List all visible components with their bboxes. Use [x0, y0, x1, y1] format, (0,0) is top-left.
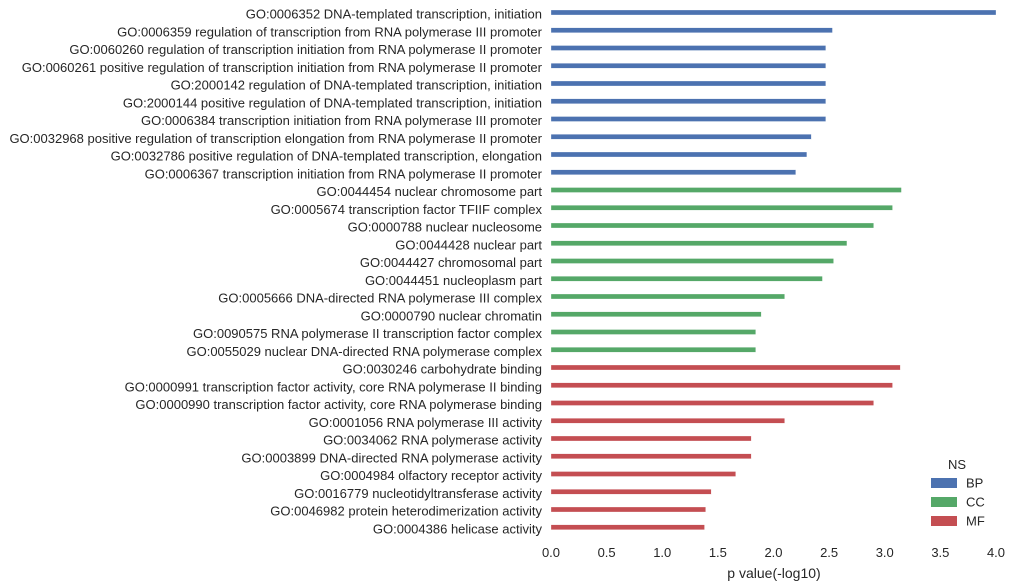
- category-label: GO:0006359 regulation of transcription f…: [117, 24, 543, 39]
- bar-bp: [550, 169, 796, 175]
- category-label: GO:0032968 positive regulation of transc…: [9, 131, 542, 146]
- bar-bp: [550, 116, 826, 122]
- category-label: GO:0032786 positive regulation of DNA-te…: [111, 149, 542, 164]
- category-label: GO:2000142 regulation of DNA-templated t…: [171, 78, 542, 93]
- x-tick-label: 3.0: [876, 545, 894, 560]
- bar-cc: [550, 347, 756, 353]
- category-label: GO:0044427 chromosomal part: [360, 255, 542, 270]
- category-label: GO:0006352 DNA-templated transcription, …: [246, 7, 542, 22]
- bar-bp: [550, 27, 833, 33]
- bar-mf: [550, 524, 705, 530]
- category-label: GO:0003899 DNA-directed RNA polymerase a…: [241, 450, 542, 465]
- category-label: GO:0044428 nuclear part: [395, 237, 542, 252]
- bar-cc: [550, 205, 893, 211]
- bar-cc: [550, 276, 823, 282]
- legend: NS BP CC MF: [931, 457, 985, 529]
- category-label: GO:0030246 carbohydrate binding: [343, 362, 542, 377]
- category-label: GO:0060261 positive regulation of transc…: [22, 60, 543, 75]
- category-label: GO:0046982 protein heterodimerization ac…: [270, 504, 542, 519]
- x-tick-label: 3.5: [931, 545, 949, 560]
- category-label: GO:0000788 nuclear nucleosome: [348, 220, 542, 235]
- category-label: GO:0000790 nuclear chromatin: [361, 308, 542, 323]
- x-axis-ticks: 0.0 0.5 1.0 1.5 2.0 2.5 3.0 3.5 4.0: [542, 545, 1005, 560]
- legend-label-bp: BP: [966, 476, 983, 491]
- category-label: GO:0060260 regulation of transcription i…: [69, 42, 542, 57]
- category-label: GO:0044451 nucleoplasm part: [365, 273, 542, 288]
- bar-mf: [550, 453, 752, 459]
- legend-title: NS: [948, 457, 966, 472]
- category-label: GO:0006367 transcription initiation from…: [145, 166, 543, 181]
- bar-cc: [550, 187, 902, 193]
- category-label: GO:0016779 nucleotidyltransferase activi…: [294, 486, 542, 501]
- bar-mf: [550, 382, 893, 388]
- bar-mf: [550, 471, 736, 477]
- x-tick-label: 0.5: [598, 545, 616, 560]
- category-label: GO:0004386 helicase activity: [373, 521, 543, 536]
- bar-cc: [550, 311, 762, 317]
- bar-cc: [550, 222, 874, 229]
- bar-mf: [550, 489, 712, 495]
- bar-bp: [550, 134, 812, 140]
- bars-group: [550, 9, 997, 530]
- category-label: GO:0044454 nuclear chromosome part: [317, 184, 543, 199]
- x-tick-label: 1.5: [709, 545, 727, 560]
- category-label: GO:0000991 transcription factor activity…: [125, 379, 542, 394]
- category-label: GO:0000990 transcription factor activity…: [135, 397, 542, 412]
- bar-cc: [550, 293, 785, 300]
- bar-bp: [550, 9, 997, 16]
- x-tick-label: 1.0: [653, 545, 671, 560]
- bar-cc: [550, 329, 756, 335]
- x-tick-label: 4.0: [987, 545, 1005, 560]
- legend-label-mf: MF: [966, 514, 985, 529]
- x-tick-label: 2.0: [764, 545, 782, 560]
- bar-cc: [550, 240, 848, 246]
- bar-mf: [550, 435, 752, 442]
- bar-mf: [550, 364, 901, 371]
- category-label: GO:0005666 DNA-directed RNA polymerase I…: [218, 291, 542, 306]
- bar-mf: [550, 418, 785, 424]
- bar-mf: [550, 400, 874, 406]
- legend-swatch-cc: [931, 497, 957, 507]
- legend-swatch-bp: [931, 478, 957, 488]
- x-tick-label: 0.0: [542, 545, 560, 560]
- category-labels: GO:0006352 DNA-templated transcription, …: [9, 7, 542, 537]
- category-label: GO:0034062 RNA polymerase activity: [323, 433, 542, 448]
- x-tick-label: 2.5: [820, 545, 838, 560]
- bar-bp: [550, 80, 826, 87]
- bar-bp: [550, 98, 826, 104]
- bar-mf: [550, 506, 706, 513]
- x-axis-label: p value(-log10): [727, 565, 820, 581]
- category-label: GO:0090575 RNA polymerase II transcripti…: [193, 326, 542, 341]
- category-label: GO:0004984 olfactory receptor activity: [320, 468, 542, 483]
- bar-bp: [550, 63, 826, 69]
- legend-swatch-mf: [931, 516, 957, 526]
- bar-cc: [550, 258, 834, 264]
- bar-bp: [550, 45, 826, 51]
- category-label: GO:0006384 transcription initiation from…: [141, 113, 543, 128]
- category-label: GO:0005674 transcription factor TFIIF co…: [271, 202, 543, 217]
- legend-label-cc: CC: [966, 495, 985, 510]
- category-label: GO:0001056 RNA polymerase III activity: [309, 415, 543, 430]
- bar-bp: [550, 151, 808, 158]
- category-label: GO:0055029 nuclear DNA-directed RNA poly…: [186, 344, 542, 359]
- category-label: GO:2000144 positive regulation of DNA-te…: [123, 95, 542, 110]
